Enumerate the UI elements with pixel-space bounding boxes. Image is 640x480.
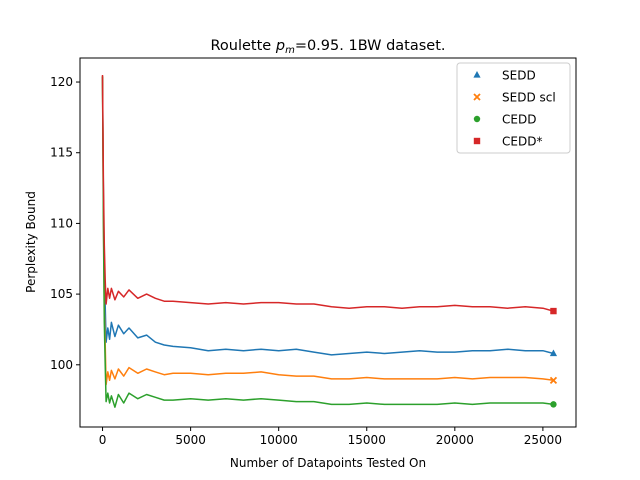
x-tick-label: 5000 (175, 433, 206, 447)
title-math-sub: m (285, 45, 295, 56)
plot-frame (79, 57, 577, 428)
title-main: Roulette (211, 38, 276, 54)
series-end-marker-cedd (550, 307, 557, 315)
x-tick-label: 20000 (436, 433, 474, 447)
tick-layer: 0 5000 10000 15000 20000 25000 100 105 110 115 120 (50, 75, 562, 447)
legend-label-sedd-scl: SEDD scl (502, 91, 556, 105)
legend-marker-cedd (473, 137, 481, 145)
series-cedd (101, 74, 557, 315)
legend-label-cedd: CEDD* (502, 135, 542, 149)
series-line-sedd (101, 76, 554, 356)
y-tick-label: 110 (50, 216, 73, 230)
series-sedd-scl (101, 76, 558, 386)
x-tick-label: 10000 (260, 433, 298, 447)
y-axis-label: Perplexity Bound (24, 191, 38, 293)
x-axis-label: Number of Datapoints Tested On (230, 456, 426, 470)
legend-marker-cedd (473, 115, 481, 123)
y-tick-label: 105 (50, 287, 73, 301)
series-sedd (101, 76, 558, 357)
legend-label-sedd: SEDD (502, 69, 536, 83)
legend-marker-sedd (473, 71, 481, 78)
series-line-cedd (101, 76, 554, 408)
y-tick-label: 100 (50, 358, 73, 372)
series-line-sedd-scl (101, 76, 554, 386)
title-math-base: p (275, 38, 285, 54)
series-end-marker-cedd (550, 401, 557, 408)
legend-frame (456, 62, 571, 154)
chart-title: Roulette pm=0.95. 1BW dataset. (211, 38, 446, 56)
legend-label-cedd: CEDD (502, 113, 536, 127)
series-line-cedd (101, 74, 554, 312)
legend: SEDD SEDD scl CEDD CEDD* (456, 62, 571, 154)
y-tick-label: 120 (50, 75, 73, 89)
title-rest: =0.95. 1BW dataset. (295, 38, 446, 54)
series-end-marker-sedd-scl (549, 376, 558, 384)
x-tick-label: 0 (99, 433, 107, 447)
x-tick-label: 25000 (524, 433, 562, 447)
y-tick-label: 115 (50, 146, 73, 160)
series-end-marker-sedd (549, 349, 558, 357)
series-cedd (101, 76, 557, 408)
legend-marker-sedd-scl (473, 93, 481, 101)
series-layer (101, 74, 558, 408)
x-tick-label: 15000 (348, 433, 386, 447)
